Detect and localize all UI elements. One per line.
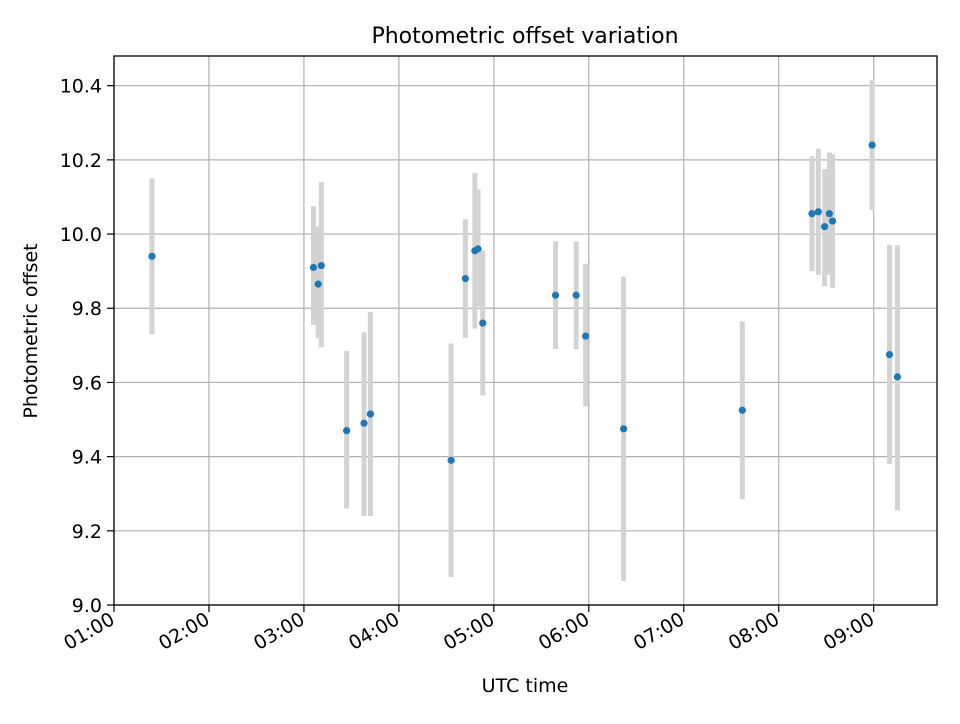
data-point xyxy=(885,351,894,359)
data-point xyxy=(828,217,837,225)
y-tick-label: 10.4 xyxy=(60,76,102,98)
x-tick-label: 05:00 xyxy=(440,608,498,654)
data-point xyxy=(148,252,156,260)
y-tick-label: 9.2 xyxy=(72,521,102,543)
x-axis-label: UTC time xyxy=(482,675,569,697)
y-tick-label: 9.0 xyxy=(72,595,102,617)
data-point xyxy=(738,406,746,414)
y-tick-label: 10.0 xyxy=(60,224,102,246)
x-tick-label: 08:00 xyxy=(725,608,783,654)
data-point xyxy=(551,291,560,299)
data-point xyxy=(461,274,469,283)
data-point xyxy=(366,410,374,418)
x-tick-label: 02:00 xyxy=(155,608,213,654)
data-point xyxy=(582,332,590,340)
data-point xyxy=(343,427,351,435)
x-tick-label: 07:00 xyxy=(630,608,688,654)
y-axis-ticks: 9.0 9.2 9.4 9.6 9.8 10.0 10.2 10.4 xyxy=(60,76,114,617)
data-point xyxy=(814,208,822,216)
data-point xyxy=(479,319,487,327)
data-point xyxy=(360,419,368,427)
data-point xyxy=(868,141,876,149)
plot-frame xyxy=(113,55,938,606)
y-tick-label: 9.8 xyxy=(72,298,102,320)
data-point xyxy=(447,456,455,464)
grid xyxy=(113,56,937,606)
x-tick-label: 09:00 xyxy=(820,608,878,654)
data-point xyxy=(314,280,322,288)
data-points xyxy=(148,141,902,464)
x-tick-label: 06:00 xyxy=(535,608,593,654)
data-point xyxy=(620,425,628,433)
data-point xyxy=(317,261,325,270)
data-point xyxy=(309,263,318,272)
error-bars xyxy=(149,80,900,581)
y-axis-label: Photometric offset xyxy=(20,243,42,418)
x-tick-label: 03:00 xyxy=(250,608,308,654)
data-point xyxy=(474,245,482,253)
chart-title: Photometric offset variation xyxy=(371,24,678,49)
y-tick-label: 9.6 xyxy=(72,372,102,394)
data-point xyxy=(821,223,829,231)
data-point xyxy=(808,210,816,218)
data-point xyxy=(572,291,580,299)
x-axis-ticks: 01:00 02:00 03:00 04:00 05:00 06:00 07:00 08:00… xyxy=(60,605,878,655)
x-tick-label: 04:00 xyxy=(345,608,403,654)
data-point xyxy=(825,210,833,218)
data-point xyxy=(893,373,902,381)
y-tick-label: 10.2 xyxy=(60,150,102,172)
y-tick-label: 9.4 xyxy=(72,447,102,469)
